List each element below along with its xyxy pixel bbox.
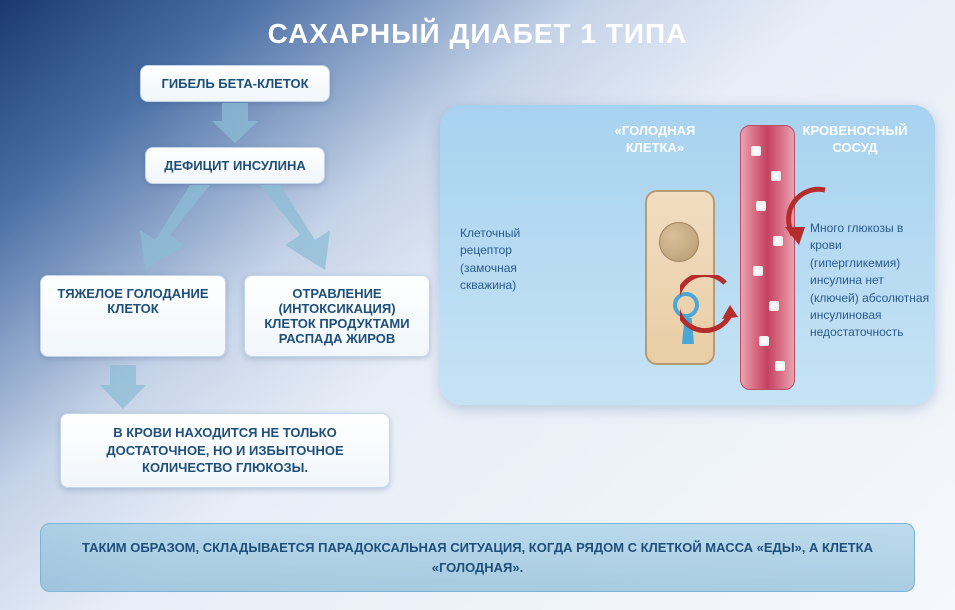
nucleus-shape xyxy=(659,222,699,262)
arrow-down-icon xyxy=(212,103,258,143)
label-blood-vessel: КРОВЕНОСНЫЙ СОСУД xyxy=(795,123,915,157)
label-hungry-cell: «ГОЛОДНАЯ КЛЕТКА» xyxy=(590,123,720,157)
arrow-down-icon xyxy=(100,365,146,409)
page-title: САХАРНЫЙ ДИАБЕТ 1 ТИПА xyxy=(0,0,955,50)
node-intoxication: ОТРАВЛЕНИЕ (ИНТОКСИКАЦИЯ) КЛЕТОК ПРОДУКТ… xyxy=(244,275,430,357)
illustration-panel: «ГОЛОДНАЯ КЛЕТКА» КРОВЕНОСНЫЙ СОСУД Клет… xyxy=(440,105,935,405)
arrow-split-right-icon xyxy=(250,185,340,275)
text-glucose: Много глюкозы в крови (гипергликемия) ин… xyxy=(810,220,930,342)
node-cell-starvation: ТЯЖЕЛОЕ ГОЛОДАНИЕ КЛЕТОК xyxy=(40,275,226,357)
node-beta-cell-death: ГИБЕЛЬ БЕТА-КЛЕТОК xyxy=(140,65,330,102)
node-excess-glucose: В КРОВИ НАХОДИТСЯ НЕ ТОЛЬКО ДОСТАТОЧНОЕ,… xyxy=(60,413,390,488)
curved-arrow-cell-icon xyxy=(680,275,740,340)
flow-row-2: ТЯЖЕЛОЕ ГОЛОДАНИЕ КЛЕТОК ОТРАВЛЕНИЕ (ИНТ… xyxy=(40,275,430,357)
summary-banner: ТАКИМ ОБРАЗОМ, СКЛАДЫВАЕТСЯ ПАРАДОКСАЛЬН… xyxy=(40,523,915,592)
arrow-split-left-icon xyxy=(130,185,220,275)
node-insulin-deficit: ДЕФИЦИТ ИНСУЛИНА xyxy=(145,147,325,184)
text-receptor: Клеточный рецептор (замочная скважина) xyxy=(460,225,570,295)
content-area: ГИБЕЛЬ БЕТА-КЛЕТОК ДЕФИЦИТ ИНСУЛИНА ТЯЖЕ… xyxy=(0,65,955,610)
